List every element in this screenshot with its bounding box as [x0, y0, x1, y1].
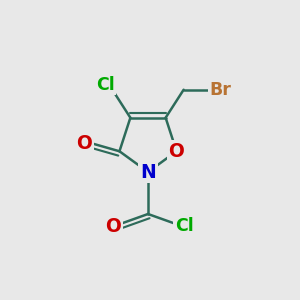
Text: N: N	[140, 163, 156, 182]
Text: O: O	[105, 217, 121, 236]
Text: Cl: Cl	[96, 76, 115, 94]
Text: Cl: Cl	[175, 217, 194, 235]
Text: Br: Br	[210, 81, 232, 99]
Text: O: O	[76, 134, 92, 153]
Text: O: O	[169, 142, 184, 161]
